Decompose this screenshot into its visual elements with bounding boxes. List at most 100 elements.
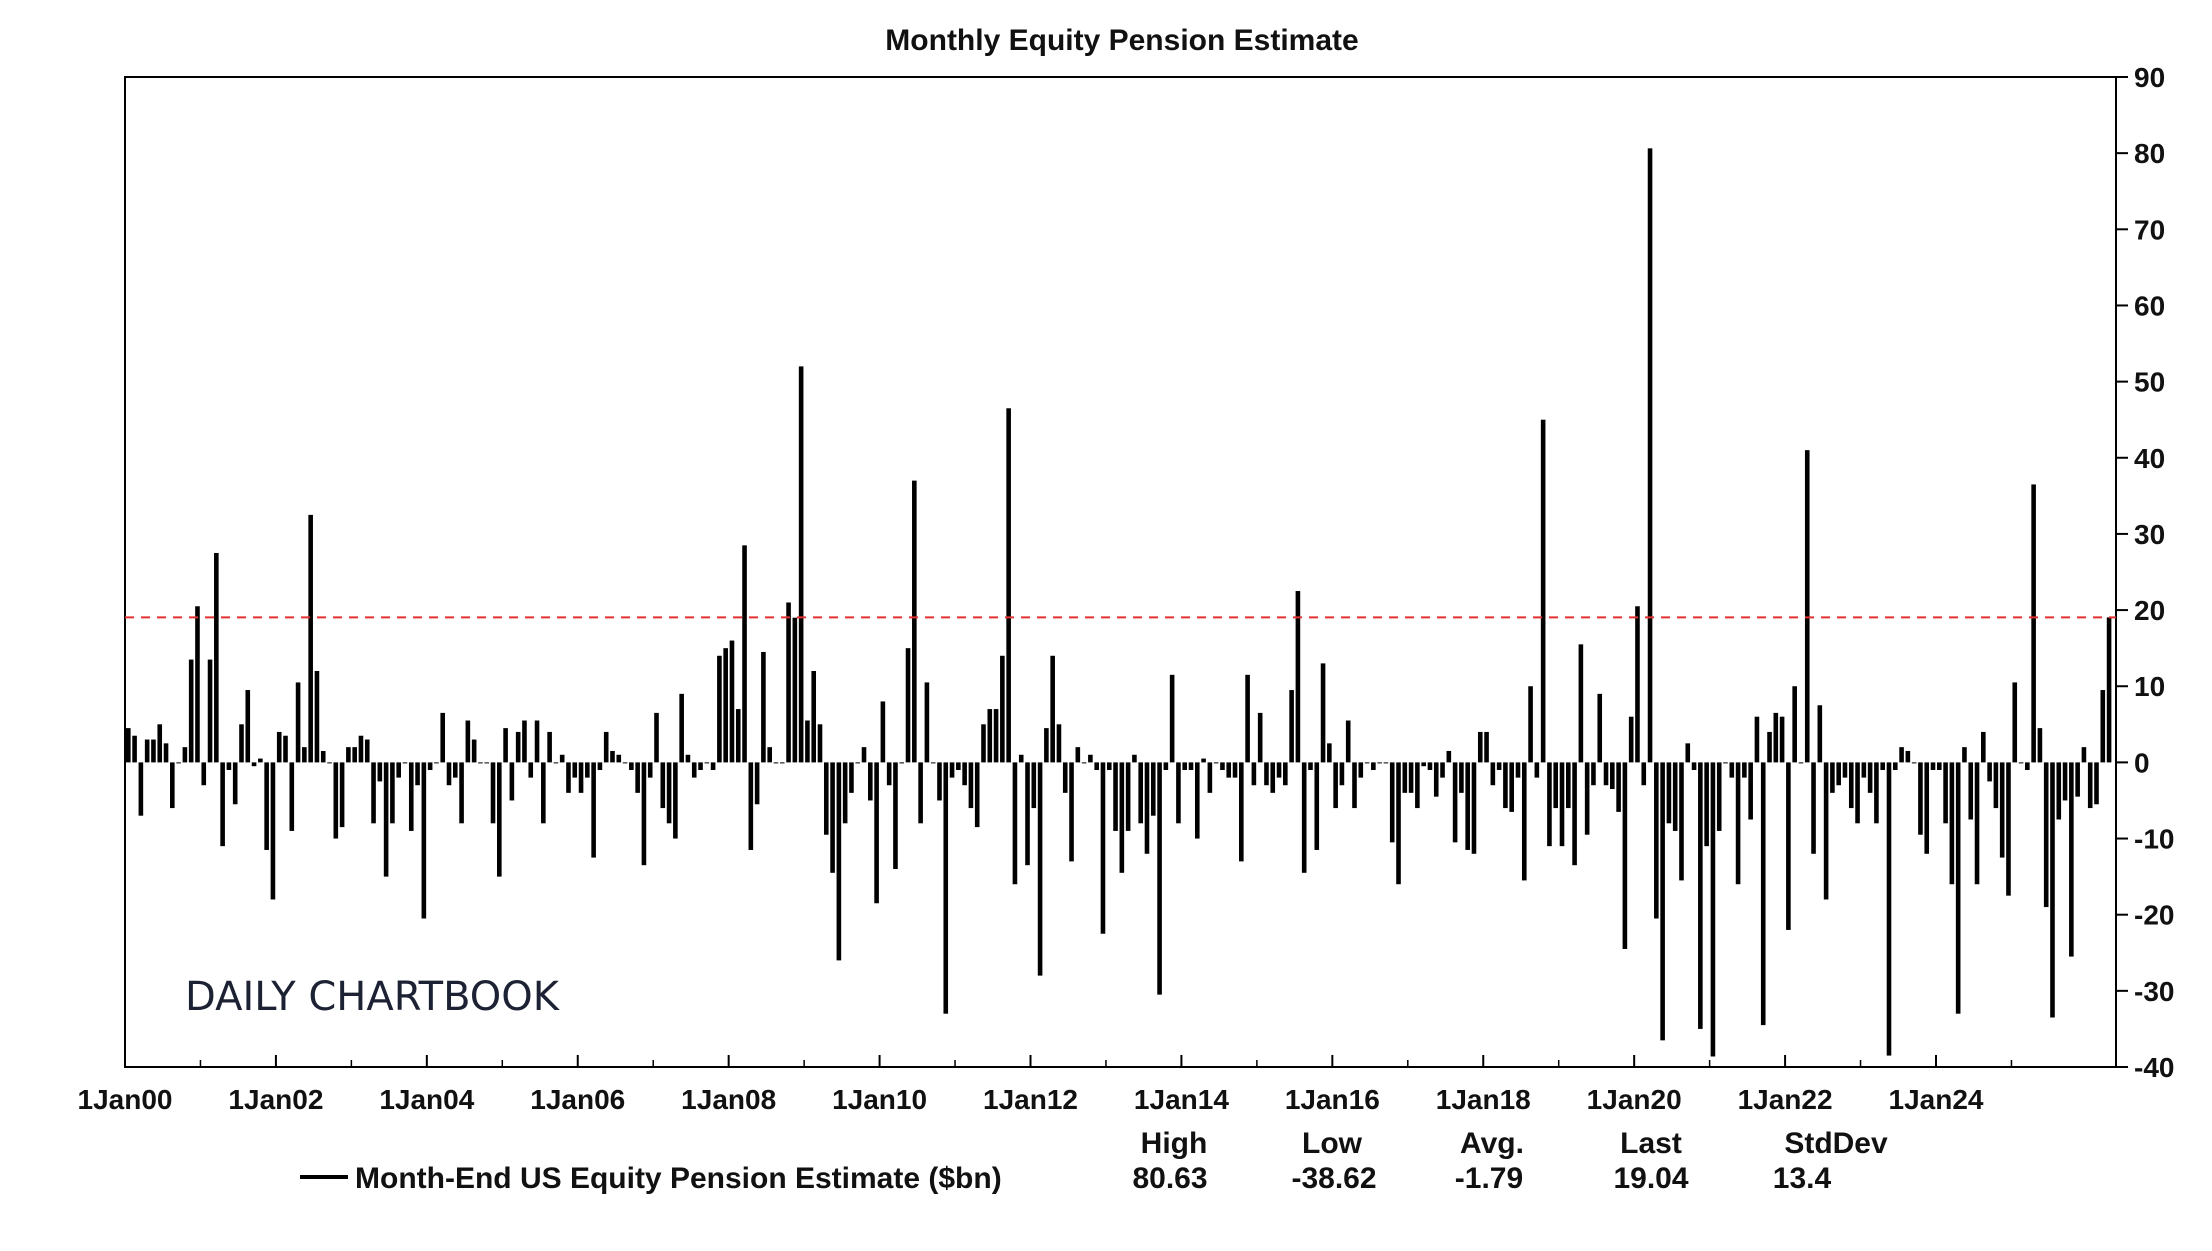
bar-2022-09 xyxy=(1836,762,1841,786)
bar-2009-04 xyxy=(823,762,829,835)
stat-header-avg: Avg. xyxy=(1460,1127,1524,1160)
bar-2013-11 xyxy=(1169,674,1175,763)
bar-2011-07 xyxy=(993,709,999,763)
bar-2016-04 xyxy=(1352,762,1357,809)
bar-2006-12 xyxy=(647,762,653,778)
bar-2021-10 xyxy=(1767,731,1772,763)
bar-2022-02 xyxy=(1792,686,1797,763)
bar-2003-11 xyxy=(415,762,420,786)
bar-2022-11 xyxy=(1848,762,1854,809)
bar-2016-09 xyxy=(1383,762,1389,764)
bar-2014-07 xyxy=(1220,762,1225,770)
bar-2000-03 xyxy=(138,762,144,816)
chart-title: Monthly Equity Pension Estimate xyxy=(885,24,1358,57)
x-tick-label: 1Jan24 xyxy=(1889,1084,1984,1115)
bar-2014-12 xyxy=(1251,762,1257,786)
bar-2022-04 xyxy=(1804,450,1810,763)
bar-2009-03 xyxy=(817,724,823,763)
bar-2024-01 xyxy=(1937,762,1942,770)
bar-2005-05 xyxy=(528,762,534,778)
bar-2015-10 xyxy=(1314,762,1320,850)
bar-2020-11 xyxy=(1698,762,1703,1029)
bar-2006-07 xyxy=(616,754,622,763)
bar-2012-07 xyxy=(1069,762,1074,862)
bar-2012-10 xyxy=(1088,754,1093,763)
bar-2003-04 xyxy=(371,762,376,824)
bar-2021-11 xyxy=(1773,712,1779,763)
bar-2017-10 xyxy=(1465,762,1470,850)
bar-2009-09 xyxy=(855,762,861,764)
bar-2000-08 xyxy=(170,762,175,809)
bar-2010-03 xyxy=(893,762,898,869)
bar-2000-11 xyxy=(188,659,194,763)
y-tick-label: 40 xyxy=(2134,443,2165,474)
bar-2001-10 xyxy=(258,758,263,763)
bar-2014-04 xyxy=(1201,758,1206,763)
bar-2023-03 xyxy=(1874,762,1879,824)
bar-2009-01 xyxy=(805,720,810,763)
y-tick-label: 0 xyxy=(2134,747,2150,778)
bar-2026-01 xyxy=(2087,762,2093,809)
bar-2002-06 xyxy=(308,514,313,763)
bar-2024-07 xyxy=(1974,762,1980,885)
bar-2020-07 xyxy=(1672,762,1678,831)
bar-2025-04 xyxy=(2031,484,2036,763)
bar-2002-01 xyxy=(276,731,282,763)
bar-2024-06 xyxy=(1968,762,1974,820)
bar-2006-02 xyxy=(585,762,590,778)
bar-2002-08 xyxy=(320,750,326,763)
bar-2019-07 xyxy=(1597,693,1603,763)
bar-2018-11 xyxy=(1547,762,1552,847)
bar-2009-10 xyxy=(861,747,867,763)
x-tick-label: 1Jan08 xyxy=(681,1084,776,1115)
y-tick-label: -30 xyxy=(2134,976,2174,1007)
bar-2013-08 xyxy=(1150,762,1156,816)
bar-2000-09 xyxy=(176,762,181,764)
bar-2007-11 xyxy=(717,655,722,763)
bar-2023-10 xyxy=(1918,762,1923,835)
bar-2019-06 xyxy=(1591,762,1596,786)
bar-2020-05 xyxy=(1660,762,1665,1041)
bar-2001-06 xyxy=(232,762,238,805)
bar-2012-02 xyxy=(1037,762,1043,976)
bar-2012-06 xyxy=(1062,762,1068,793)
bar-2000-10 xyxy=(182,747,188,763)
bar-2016-08 xyxy=(1377,762,1382,764)
stat-value-high: 80.63 xyxy=(1132,1162,1207,1195)
y-tick-label: -20 xyxy=(2134,900,2174,931)
stat-value-stddev: 13.4 xyxy=(1773,1162,1832,1195)
bar-2015-02 xyxy=(1264,762,1269,786)
bar-2018-02 xyxy=(1490,762,1496,786)
bar-2017-08 xyxy=(1452,762,1458,843)
bar-2009-05 xyxy=(830,762,835,873)
bar-2008-01 xyxy=(729,640,735,763)
bar-2024-04 xyxy=(1955,762,1961,1014)
bar-2004-08 xyxy=(471,739,477,763)
x-tick-label: 1Jan18 xyxy=(1436,1084,1531,1115)
bar-2022-01 xyxy=(1786,762,1791,930)
bar-2007-09 xyxy=(704,762,710,764)
bar-2005-10 xyxy=(559,754,565,763)
bar-2008-07 xyxy=(767,747,772,763)
bar-2008-08 xyxy=(773,762,779,764)
stat-header-low: Low xyxy=(1302,1127,1363,1160)
bar-2009-11 xyxy=(868,762,873,801)
bar-2002-05 xyxy=(302,747,307,763)
bar-2008-03 xyxy=(742,545,747,763)
bar-2006-11 xyxy=(641,762,647,866)
bar-2011-02 xyxy=(962,762,967,786)
bar-2020-12 xyxy=(1704,762,1709,847)
bar-2025-02 xyxy=(2018,762,2024,764)
stat-value-last: 19.04 xyxy=(1613,1162,1688,1195)
bar-2026-02 xyxy=(2094,762,2099,805)
bar-2016-07 xyxy=(1371,762,1376,770)
x-tick-label: 1Jan12 xyxy=(983,1084,1078,1115)
bar-2016-02 xyxy=(1339,762,1345,786)
bar-2005-01 xyxy=(503,728,508,763)
bar-2014-02 xyxy=(1188,762,1194,770)
bar-2003-05 xyxy=(377,762,383,782)
legend: High Low Avg. Last StdDev Month-End US E… xyxy=(300,1127,1888,1195)
bar-2010-10 xyxy=(937,762,942,801)
x-tick-label: 1Jan10 xyxy=(832,1084,927,1115)
bar-2001-01 xyxy=(201,762,207,786)
